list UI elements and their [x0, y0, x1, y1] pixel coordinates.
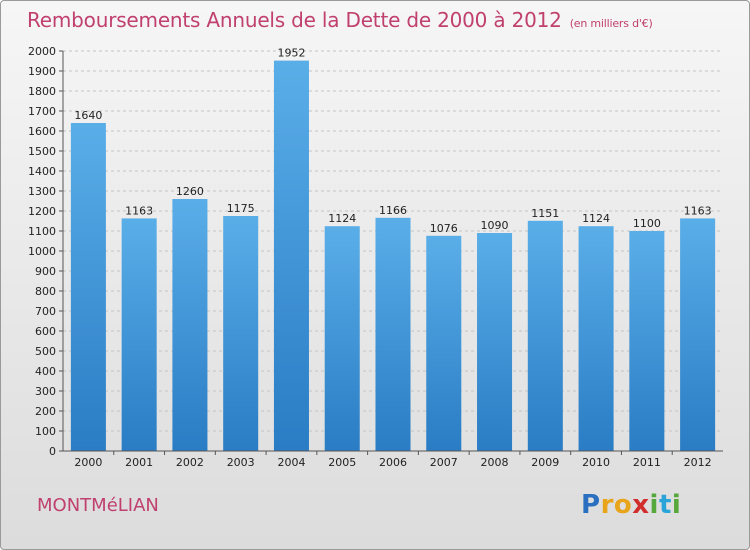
x-tick-label: 2009	[531, 456, 559, 469]
x-tick-label: 2007	[430, 456, 458, 469]
x-tick-label: 2003	[227, 456, 255, 469]
bar-value-label: 1260	[176, 185, 204, 198]
bar	[426, 235, 462, 451]
bar-value-label: 1124	[582, 212, 610, 225]
bars: 1640 1163 1260 1175 1952 1124 1166 1076 1090 1151…	[70, 47, 716, 451]
bar	[70, 123, 106, 451]
x-tick-label: 2012	[684, 456, 712, 469]
bar-value-label: 1175	[227, 202, 255, 215]
bar	[477, 233, 513, 451]
logo-letter: r	[600, 490, 614, 520]
y-tick-label: 1500	[28, 145, 56, 158]
bar	[324, 226, 360, 451]
y-tick-label: 1200	[28, 205, 56, 218]
bar-value-label: 1163	[684, 204, 712, 217]
bar	[273, 60, 309, 451]
y-tick-label: 1900	[28, 65, 56, 78]
title-text: Remboursements Annuels de la Dette de 20…	[27, 8, 562, 32]
x-tick-label: 2011	[633, 456, 661, 469]
bar	[172, 199, 208, 451]
bar	[527, 220, 563, 451]
logo-letter: i	[671, 490, 682, 520]
y-tick-label: 1100	[28, 225, 56, 238]
y-tick-label: 700	[35, 305, 56, 318]
x-tick-label: 2001	[125, 456, 153, 469]
y-tick-label: 400	[35, 365, 56, 378]
bar	[375, 217, 411, 451]
y-tick-label: 900	[35, 265, 56, 278]
bar-value-label: 1952	[277, 47, 305, 60]
y-tick-label: 1000	[28, 245, 56, 258]
bar-value-label: 1151	[531, 207, 559, 220]
bar	[680, 218, 716, 451]
y-tick-label: 500	[35, 345, 56, 358]
location-name: MONTMéLIAN	[37, 495, 159, 516]
bar-value-label: 1640	[74, 109, 102, 122]
logo-letter: t	[658, 490, 672, 520]
x-tick-label: 2002	[176, 456, 204, 469]
bar	[223, 216, 259, 451]
x-tick-label: 2004	[277, 456, 305, 469]
y-tick-label: 1300	[28, 185, 56, 198]
logo-letter: x	[632, 490, 650, 520]
logo-letter: o	[613, 490, 633, 520]
title-unit: (en milliers d'€)	[569, 17, 653, 30]
bar-value-label: 1090	[481, 219, 509, 232]
proxiti-logo[interactable]: Proxiti	[581, 490, 681, 520]
axes	[62, 51, 723, 452]
x-tick-label: 2000	[74, 456, 102, 469]
x-tick-label: 2008	[481, 456, 509, 469]
logo-letter: P	[581, 490, 601, 520]
x-axis-ticks: 2000 2001 2002 2003 2004 2005 2006 2007 2008 2009…	[74, 451, 712, 469]
y-tick-label: 1700	[28, 105, 56, 118]
bar-value-label: 1124	[328, 212, 356, 225]
bar-value-label: 1076	[430, 222, 458, 235]
y-tick-label: 600	[35, 325, 56, 338]
y-tick-label: 200	[35, 405, 56, 418]
y-tick-label: 1800	[28, 85, 56, 98]
y-tick-label: 1400	[28, 165, 56, 178]
y-tick-label: 300	[35, 385, 56, 398]
bar	[121, 218, 157, 451]
y-tick-label: 100	[35, 425, 56, 438]
x-tick-label: 2005	[328, 456, 356, 469]
y-tick-label: 2000	[28, 45, 56, 58]
y-tick-label: 800	[35, 285, 56, 298]
bar	[578, 226, 614, 451]
bar-value-label: 1163	[125, 204, 153, 217]
x-tick-label: 2010	[582, 456, 610, 469]
bar-value-label: 1166	[379, 204, 407, 217]
y-axis-ticks: 0 100 200 300 400 500 600 700 800 900 1000 1100 1200…	[28, 45, 63, 458]
bar	[629, 231, 665, 451]
logo-letter: i	[649, 490, 659, 520]
y-tick-label: 0	[49, 445, 56, 458]
bar-value-label: 1100	[633, 217, 661, 230]
chart-title: Remboursements Annuels de la Dette de 20…	[27, 8, 653, 32]
y-tick-label: 1600	[28, 125, 56, 138]
x-tick-label: 2006	[379, 456, 407, 469]
